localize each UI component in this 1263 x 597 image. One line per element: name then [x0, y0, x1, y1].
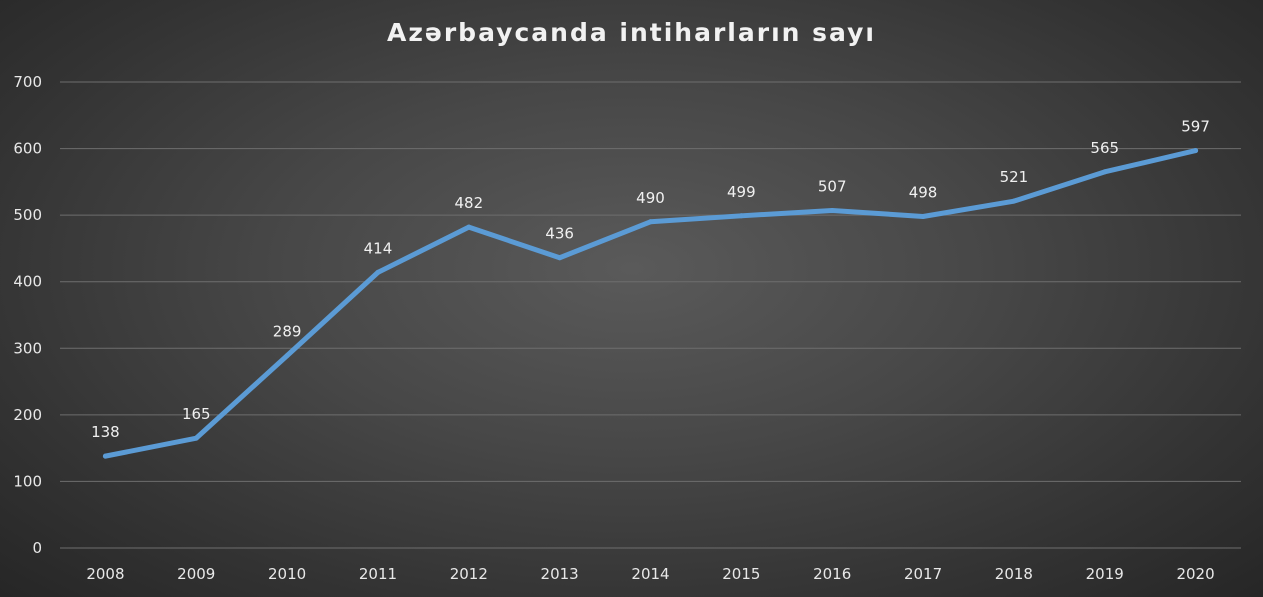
data-point — [284, 353, 290, 359]
data-label: 597 — [1181, 118, 1210, 136]
x-tick-label: 2011 — [359, 565, 397, 583]
data-label: 490 — [636, 189, 665, 207]
data-point — [193, 435, 199, 441]
x-tick-label: 2012 — [450, 565, 488, 583]
y-tick-label: 500 — [13, 206, 42, 224]
data-point — [1011, 198, 1017, 204]
x-tick-label: 2018 — [995, 565, 1033, 583]
data-label: 498 — [909, 183, 938, 201]
data-point — [557, 255, 563, 261]
y-tick-label: 100 — [13, 472, 42, 490]
data-label: 521 — [1000, 168, 1029, 186]
x-tick-label: 2017 — [904, 565, 942, 583]
y-tick-label: 600 — [13, 140, 42, 158]
chart-title: Azərbaycanda intiharların sayı — [386, 18, 876, 47]
data-point — [375, 269, 381, 275]
data-label: 436 — [545, 225, 574, 243]
data-point — [648, 219, 653, 225]
data-label: 565 — [1090, 139, 1119, 157]
data-label: 138 — [91, 423, 120, 441]
x-tick-label: 2014 — [631, 565, 669, 583]
y-tick-label: 700 — [13, 73, 42, 91]
data-point — [1193, 148, 1199, 154]
y-tick-label: 400 — [13, 273, 42, 291]
data-label: 414 — [364, 239, 393, 257]
data-point — [738, 213, 744, 219]
data-label: 482 — [454, 194, 483, 212]
x-tick-label: 2020 — [1176, 565, 1214, 583]
x-tick-label: 2010 — [268, 565, 306, 583]
x-tick-label: 2019 — [1086, 565, 1124, 583]
y-tick-label: 300 — [13, 339, 42, 357]
data-label: 499 — [727, 183, 756, 201]
data-label: 507 — [818, 177, 847, 195]
data-point — [829, 207, 835, 213]
data-point — [1102, 169, 1108, 175]
x-tick-label: 2016 — [813, 565, 851, 583]
data-point — [102, 453, 108, 459]
x-tick-label: 2008 — [86, 565, 124, 583]
y-tick-label: 200 — [13, 406, 42, 424]
data-label: 289 — [273, 323, 302, 341]
data-label: 165 — [182, 405, 211, 423]
x-tick-label: 2013 — [541, 565, 579, 583]
data-point — [920, 213, 926, 219]
x-tick-label: 2015 — [722, 565, 760, 583]
data-point — [466, 224, 472, 230]
y-tick-label: 0 — [32, 539, 42, 557]
x-tick-label: 2009 — [177, 565, 215, 583]
